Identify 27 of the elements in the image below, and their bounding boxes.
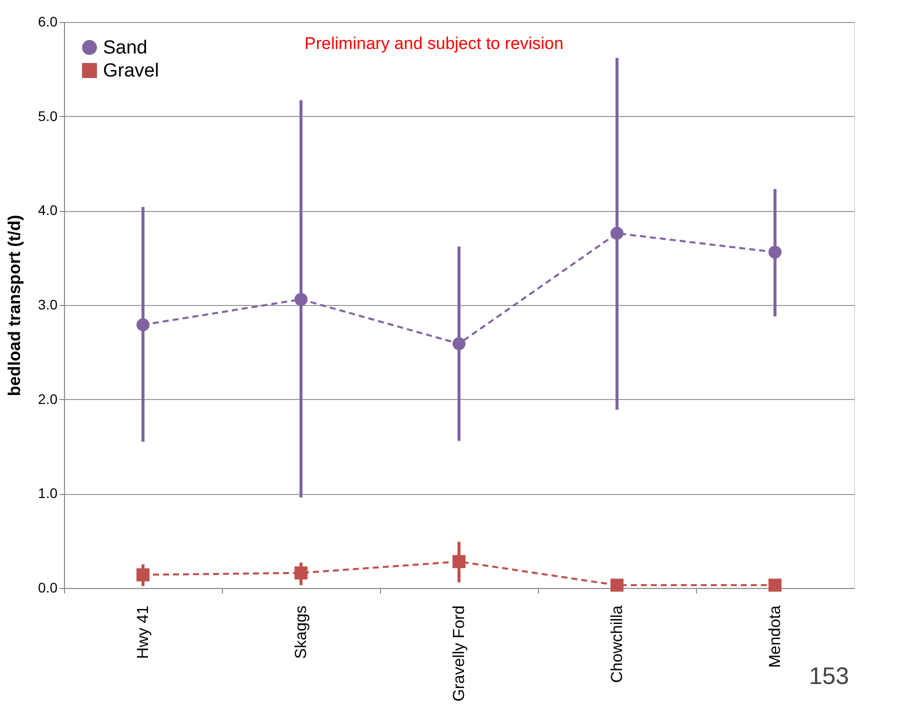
x-tick-label: Chowchilla xyxy=(609,605,626,683)
point xyxy=(294,566,308,580)
annotation: Preliminary and subject to revision xyxy=(304,34,564,53)
legend-label: Sand xyxy=(103,38,148,58)
text: 153 xyxy=(808,663,849,690)
point xyxy=(610,578,624,592)
point xyxy=(136,568,150,582)
point xyxy=(294,292,308,306)
y-axis-title: bedload transport (t/d) xyxy=(5,214,24,396)
point xyxy=(136,318,150,332)
point xyxy=(452,337,466,350)
point xyxy=(768,578,782,592)
point xyxy=(610,226,624,240)
legend-label: Gravel xyxy=(103,60,159,82)
x-tick-label: Mendota xyxy=(767,605,784,668)
x-tick-label: Gravelly Ford xyxy=(451,606,468,702)
y-tick-label: 3.0 xyxy=(38,296,58,312)
y-tick-label: 5.0 xyxy=(38,108,58,124)
y-tick-label: 2.0 xyxy=(38,390,58,407)
x-tick-label: Hwy 41 xyxy=(135,605,152,659)
y-tick-label: 0.0 xyxy=(38,580,58,596)
point xyxy=(768,246,782,259)
y-tick-label: 6.0 xyxy=(38,14,58,30)
y-tick-label: 4.0 xyxy=(38,202,58,218)
y-tick-label: 1.0 xyxy=(38,485,58,502)
x-tick-label: Skaggs xyxy=(293,606,310,659)
point xyxy=(452,555,466,568)
